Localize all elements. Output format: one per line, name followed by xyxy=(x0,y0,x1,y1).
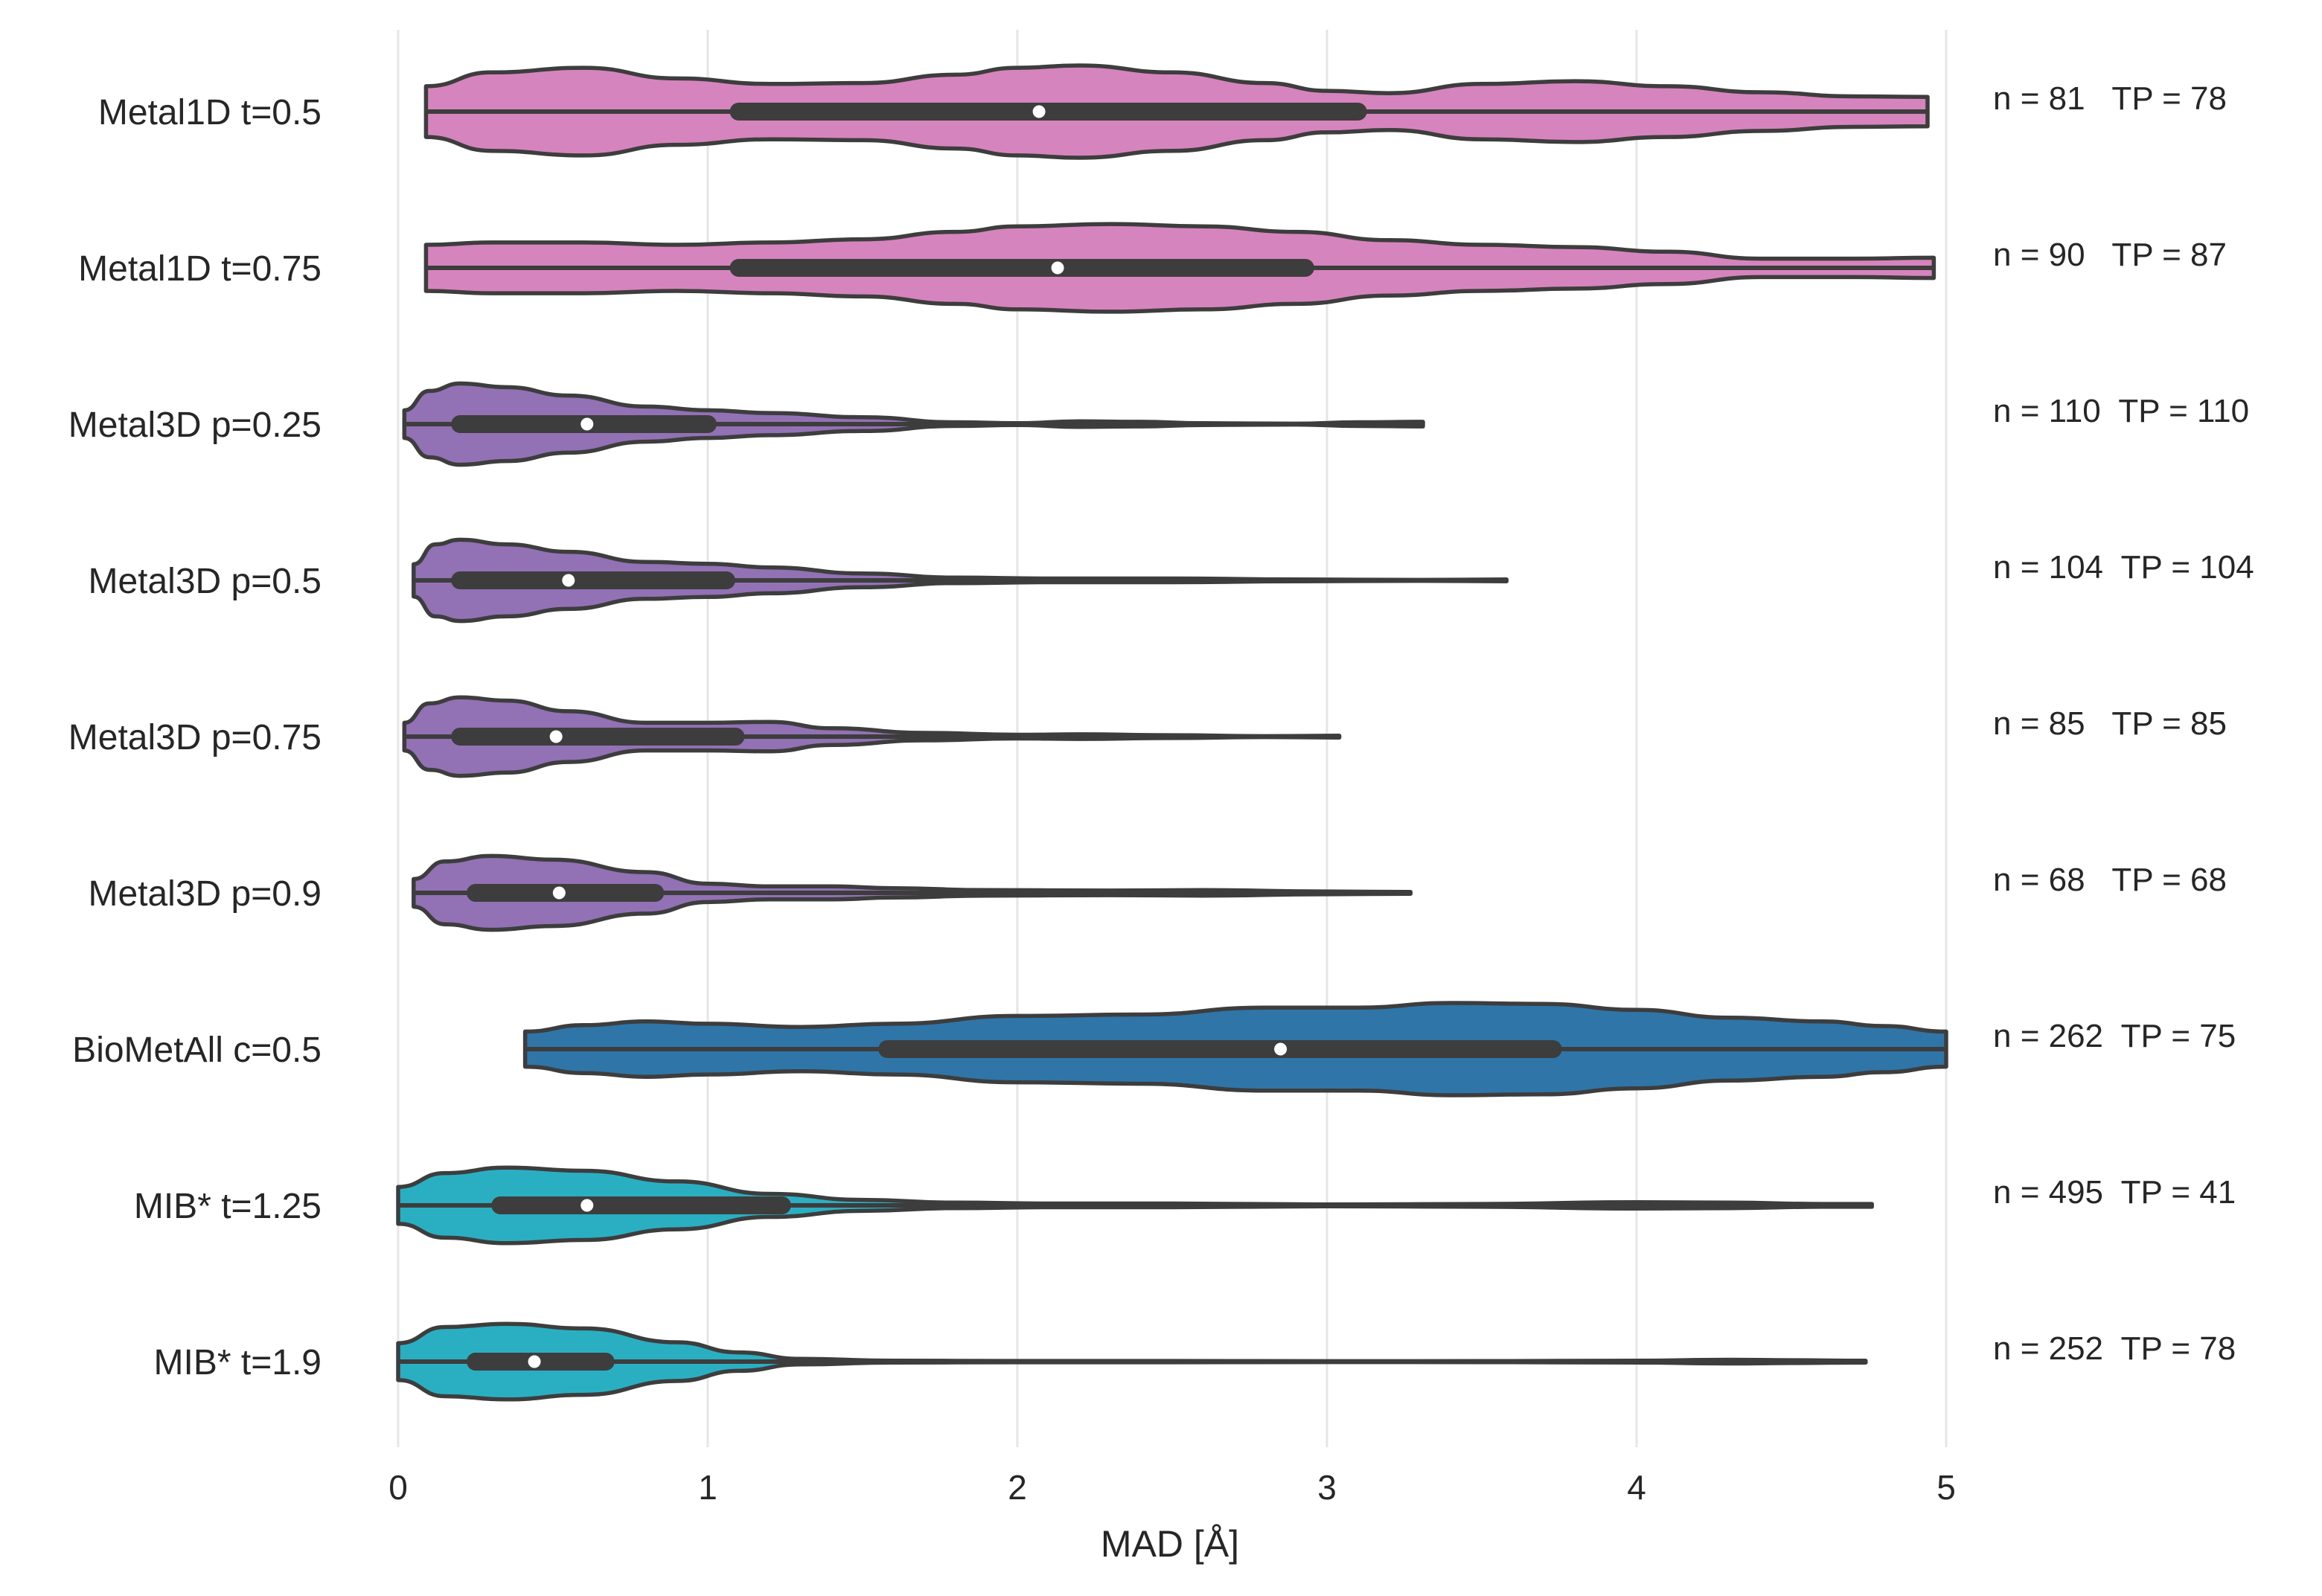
median-dot-1 xyxy=(1051,261,1064,275)
annotation-2: n = 110 TP = 110 xyxy=(1993,393,2249,429)
annotation-1: n = 90 TP = 87 xyxy=(1993,237,2227,273)
y-tick-label-1: Metal1D t=0.75 xyxy=(78,249,322,289)
x-tick-labels: 0 1 2 3 4 5 xyxy=(388,1468,1956,1507)
y-tick-label-2: Metal3D p=0.25 xyxy=(68,406,322,445)
annotation-4: n = 85 TP = 85 xyxy=(1993,705,2227,742)
annotation-5: n = 68 TP = 68 xyxy=(1993,862,2227,898)
x-tick-label-1: 1 xyxy=(698,1468,717,1507)
median-dot-2 xyxy=(580,417,594,431)
y-tick-label-8: MIB* t=1.9 xyxy=(154,1343,322,1382)
annotation-0: n = 81 TP = 78 xyxy=(1993,80,2227,117)
annotation-7: n = 495 TP = 41 xyxy=(1993,1174,2236,1211)
median-dot-8 xyxy=(528,1355,541,1368)
x-tick-label-5: 5 xyxy=(1936,1468,1956,1507)
violins xyxy=(396,63,1948,1402)
median-dot-7 xyxy=(580,1199,594,1212)
y-tick-label-5: Metal3D p=0.9 xyxy=(88,874,322,914)
y-tick-label-7: MIB* t=1.25 xyxy=(134,1187,322,1226)
x-tick-label-0: 0 xyxy=(388,1468,408,1507)
y-tick-label-0: Metal1D t=0.5 xyxy=(98,93,322,132)
x-tick-label-4: 4 xyxy=(1627,1468,1646,1507)
y-tick-labels: Metal1D t=0.5 Metal1D t=0.75 Metal3D p=0.2… xyxy=(68,93,322,1382)
annotations: n = 81 TP = 78 n = 90 TP = 87 n = 110 TP =… xyxy=(1993,80,2254,1367)
median-dot-3 xyxy=(562,574,575,587)
x-tick-label-2: 2 xyxy=(1008,1468,1027,1507)
x-axis-label: MAD [Å] xyxy=(1101,1523,1239,1565)
annotation-6: n = 262 TP = 75 xyxy=(1993,1018,2236,1054)
y-tick-label-3: Metal3D p=0.5 xyxy=(88,562,322,601)
median-dot-0 xyxy=(1032,105,1046,118)
median-dot-5 xyxy=(552,886,566,900)
y-tick-label-6: BioMetAll c=0.5 xyxy=(72,1031,322,1070)
annotation-8: n = 252 TP = 78 xyxy=(1993,1330,2236,1367)
y-tick-label-4: Metal3D p=0.75 xyxy=(68,718,322,757)
x-tick-label-3: 3 xyxy=(1317,1468,1337,1507)
annotation-3: n = 104 TP = 104 xyxy=(1993,549,2254,586)
median-dot-4 xyxy=(549,730,563,743)
median-dot-6 xyxy=(1274,1042,1288,1056)
